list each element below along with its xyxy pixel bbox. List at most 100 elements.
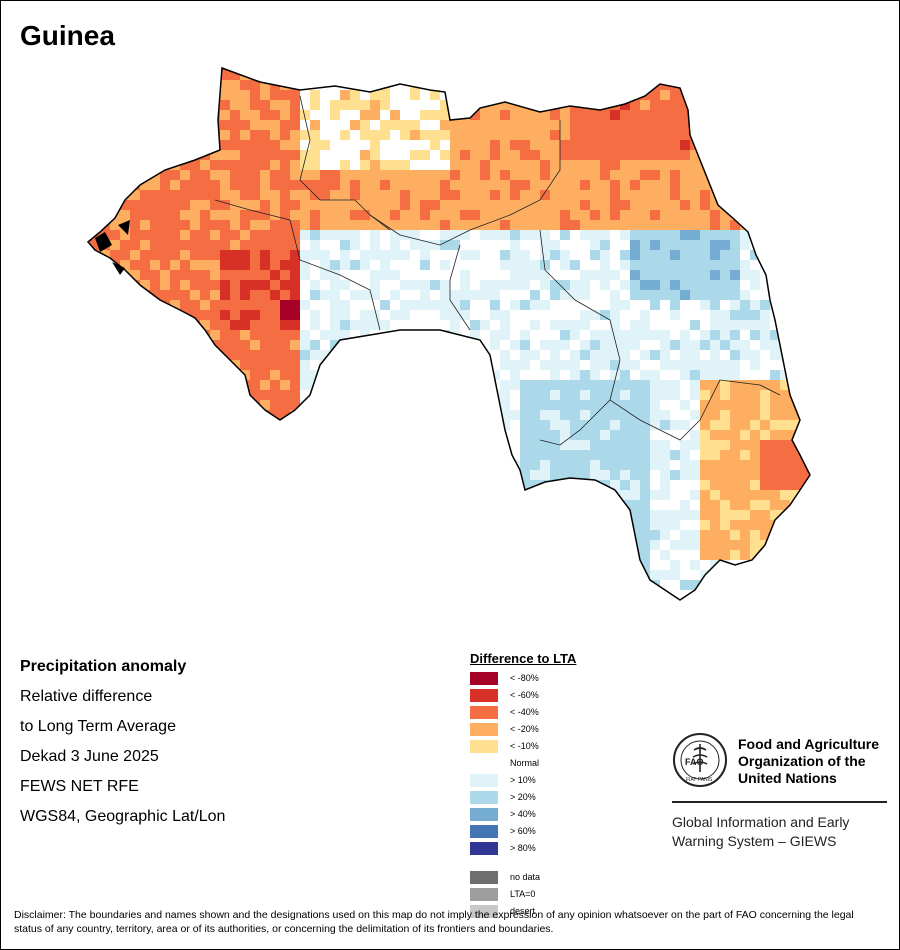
anomaly-cell <box>100 160 110 170</box>
anomaly-cell <box>100 340 110 350</box>
anomaly-cell <box>720 370 730 380</box>
anomaly-cell <box>760 310 770 320</box>
anomaly-cell <box>730 470 740 480</box>
anomaly-cell <box>800 170 810 180</box>
anomaly-cell <box>640 440 650 450</box>
anomaly-cell <box>230 550 240 560</box>
anomaly-cell <box>260 450 270 460</box>
anomaly-cell <box>120 150 130 160</box>
anomaly-cell <box>490 210 500 220</box>
anomaly-cell <box>370 510 380 520</box>
anomaly-cell <box>380 290 390 300</box>
anomaly-cell <box>650 500 660 510</box>
anomaly-cell <box>530 170 540 180</box>
anomaly-cell <box>410 250 420 260</box>
anomaly-cell <box>750 250 760 260</box>
anomaly-cell <box>290 580 300 590</box>
anomaly-cell <box>330 570 340 580</box>
anomaly-cell <box>330 370 340 380</box>
legend-item: LTA=0 <box>470 887 630 904</box>
anomaly-cell <box>370 560 380 570</box>
anomaly-cell <box>88 360 90 370</box>
anomaly-cell <box>340 590 350 600</box>
anomaly-cell <box>320 500 330 510</box>
anomaly-cell <box>370 140 380 150</box>
anomaly-cell <box>390 560 400 570</box>
anomaly-cell <box>530 210 540 220</box>
anomaly-cell <box>790 560 800 570</box>
anomaly-cell <box>690 70 700 80</box>
anomaly-cell <box>610 230 620 240</box>
anomaly-cell <box>740 210 750 220</box>
anomaly-cell <box>750 590 760 600</box>
anomaly-cell <box>680 530 690 540</box>
anomaly-cell <box>550 270 560 280</box>
anomaly-cell <box>650 190 660 200</box>
anomaly-cell <box>350 430 360 440</box>
anomaly-cell <box>800 310 810 320</box>
anomaly-cell <box>540 600 550 610</box>
anomaly-cell <box>190 470 200 480</box>
anomaly-cell <box>250 160 260 170</box>
anomaly-cell <box>720 590 730 600</box>
anomaly-cell <box>650 400 660 410</box>
anomaly-cell <box>550 450 560 460</box>
anomaly-cell <box>250 280 260 290</box>
anomaly-cell <box>510 330 520 340</box>
anomaly-cell <box>450 220 460 230</box>
anomaly-cell <box>500 370 510 380</box>
anomaly-cell <box>130 490 140 500</box>
anomaly-cell <box>490 150 500 160</box>
anomaly-cell <box>360 340 370 350</box>
anomaly-cell <box>510 140 520 150</box>
anomaly-cell <box>550 590 560 600</box>
anomaly-cell <box>320 560 330 570</box>
anomaly-cell <box>410 570 420 580</box>
anomaly-cell <box>540 70 550 80</box>
anomaly-cell <box>380 550 390 560</box>
anomaly-cell <box>100 210 110 220</box>
anomaly-cell <box>360 200 370 210</box>
anomaly-cell <box>660 190 670 200</box>
anomaly-cell <box>720 80 730 90</box>
anomaly-cell <box>480 160 490 170</box>
anomaly-cell <box>720 140 730 150</box>
anomaly-cell <box>600 370 610 380</box>
anomaly-cell <box>750 310 760 320</box>
anomaly-cell <box>190 180 200 190</box>
anomaly-cell <box>480 210 490 220</box>
anomaly-cell <box>390 130 400 140</box>
anomaly-cell <box>790 600 800 610</box>
anomaly-cell <box>90 340 100 350</box>
anomaly-cell <box>790 200 800 210</box>
anomaly-cell <box>620 330 630 340</box>
anomaly-cell <box>430 480 440 490</box>
anomaly-cell <box>570 370 580 380</box>
anomaly-cell <box>280 350 290 360</box>
anomaly-cell <box>280 130 290 140</box>
anomaly-cell <box>270 520 280 530</box>
anomaly-cell <box>710 90 720 100</box>
anomaly-cell <box>550 350 560 360</box>
anomaly-cell <box>210 180 220 190</box>
anomaly-cell <box>800 250 810 260</box>
anomaly-cell <box>160 570 170 580</box>
anomaly-cell <box>260 330 270 340</box>
anomaly-cell <box>140 440 150 450</box>
anomaly-cell <box>500 110 510 120</box>
anomaly-cell <box>660 430 670 440</box>
anomaly-cell <box>780 590 790 600</box>
anomaly-cell <box>380 560 390 570</box>
anomaly-cell <box>670 300 680 310</box>
anomaly-cell <box>770 90 780 100</box>
anomaly-cell <box>360 240 370 250</box>
anomaly-cell <box>140 260 150 270</box>
anomaly-cell <box>550 340 560 350</box>
anomaly-cell <box>100 260 110 270</box>
anomaly-cell <box>790 140 800 150</box>
anomaly-cell <box>480 170 490 180</box>
anomaly-cell <box>180 430 190 440</box>
anomaly-cell <box>810 120 820 130</box>
anomaly-cell <box>120 420 130 430</box>
anomaly-cell <box>110 68 120 70</box>
